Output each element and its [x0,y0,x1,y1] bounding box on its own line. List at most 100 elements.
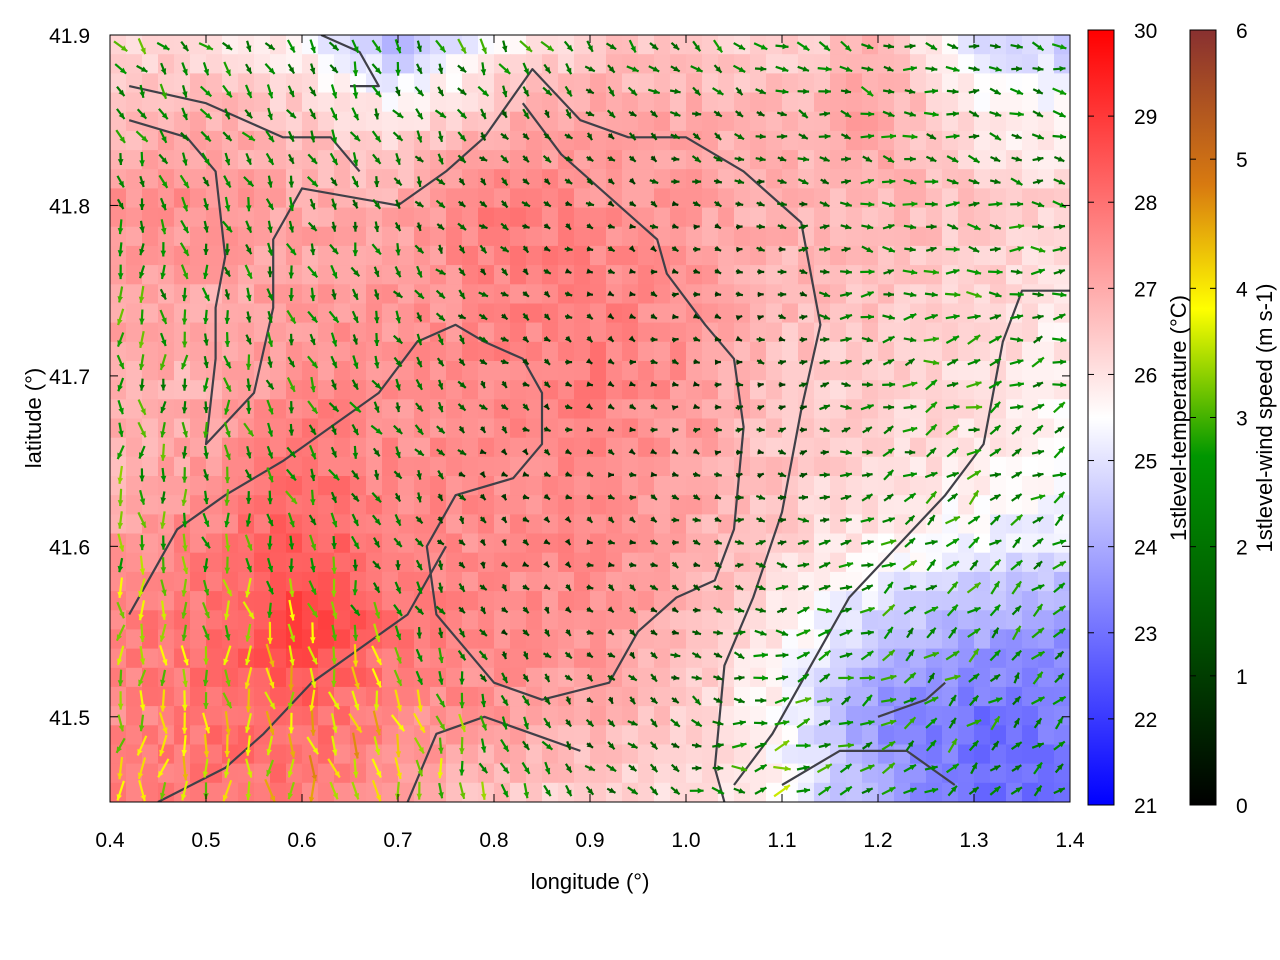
temperature-cell [1038,706,1055,726]
temperature-cell [158,380,175,400]
temperature-cell [606,744,623,765]
temperature-cell [942,456,959,477]
temperature-cell [686,763,703,784]
wind-arrow [968,178,980,185]
temperature-cell [382,245,399,266]
temperature-cell [638,303,655,324]
temperature-cell [526,418,543,439]
wind-arrow [416,176,422,188]
temperature-cell [878,226,895,247]
wind-arrow [671,156,680,162]
temperature-cell [334,303,351,324]
temperature-cell [158,533,175,554]
temperature-cell [1006,54,1023,74]
wind-arrow [135,130,149,143]
temperature-cell [222,533,239,554]
temperature-cell [1022,648,1039,669]
temperature-cell [142,648,159,669]
temperature-cell [958,303,975,324]
temperature-cell [174,744,191,765]
temperature-cell [222,284,239,305]
temperature-cell [206,92,223,113]
temperature-cell [974,648,991,669]
temperature-cell [926,706,943,726]
temperature-cell [414,495,431,515]
temperature-cell [622,706,639,726]
temperature-cell [942,169,959,189]
temperature-cell [302,648,319,669]
temperature-cell [110,495,127,515]
temperature-cell [526,591,543,611]
temperature-cell [814,725,831,746]
temperature-cell [526,456,543,477]
temperature-cell [590,399,607,420]
temperature-cell [910,303,927,324]
temperature-cell [1006,341,1023,362]
temperature-cell [1038,265,1055,285]
temperature-cell [846,476,863,496]
temperature-cell [1038,744,1055,765]
temperature-cell [686,648,703,669]
temperature-cell [158,54,175,74]
temperature-cell [798,782,815,802]
temperature-cell [158,35,175,55]
temperature-cell [526,437,543,458]
colorbar-tick-label: 1 [1236,666,1248,689]
temperature-cell [590,629,607,650]
temperature-cell [606,437,623,458]
temperature-cell [590,265,607,285]
temperature-cell [270,533,287,554]
temperature-cell [318,92,335,113]
temperature-cell [862,73,879,94]
temperature-cell [942,399,959,420]
temperature-cell [446,380,463,400]
temperature-cell [334,322,351,343]
wind-arrow [883,43,895,49]
temperature-cell [958,361,975,381]
temperature-cell [494,207,511,228]
temperature-cell [478,610,495,631]
temperature-cell [446,226,463,247]
temperature-cell [334,667,351,688]
temperature-cell [654,169,671,189]
temperature-cell [110,130,127,151]
temperature-cell [110,476,127,496]
temperature-cell [702,265,719,285]
temperature-cell [958,73,975,94]
temperature-cell [286,341,303,362]
temperature-cell [670,341,687,362]
temperature-cell [334,591,351,611]
wind-arrow [670,41,680,51]
temperature-cell [190,361,207,381]
temperature-cell [990,725,1007,746]
temperature-cell [814,495,831,515]
temperature-cell [430,380,447,400]
wind-arrow [1011,156,1023,162]
temperature-cell [270,188,287,209]
temperature-cell [782,265,799,285]
temperature-cell [750,514,767,535]
wind-arrow [797,156,810,162]
temperature-cell [702,495,719,515]
wind-arrow [860,178,875,185]
temperature-cell [542,35,559,55]
temperature-cell [1022,418,1039,439]
temperature-cell [894,456,911,477]
temperature-cell [622,495,639,515]
temperature-cell [542,54,559,74]
temperature-cell [654,514,671,535]
temperature-cell [558,495,575,515]
temperature-cell [654,111,671,132]
temperature-cell [1054,476,1070,496]
wind-arrow [945,65,960,72]
temperature-cell [462,380,479,400]
temperature-cell [238,514,255,535]
temperature-cell [1006,456,1023,477]
temperature-cell [430,341,447,362]
temperature-cell [478,245,495,266]
temperature-cell [334,744,351,765]
wind-arrow [734,132,745,141]
temperature-cell [462,514,479,535]
temperature-cell [974,226,991,247]
temperature-cell [366,361,383,381]
